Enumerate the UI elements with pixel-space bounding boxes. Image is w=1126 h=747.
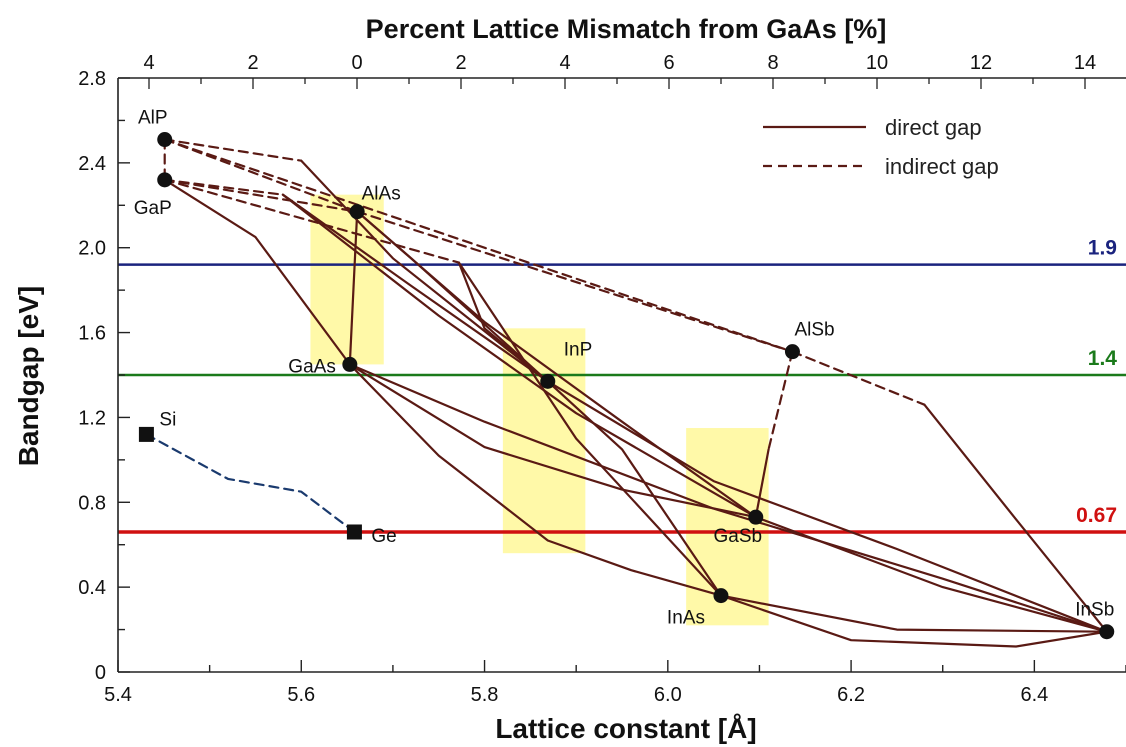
direct-gap-curve: [348, 210, 359, 366]
top-tick-label: 4: [559, 52, 570, 74]
top-tick-label: 0: [351, 52, 362, 74]
marker-ge: [346, 524, 362, 540]
top-tick-label: 14: [1074, 52, 1096, 74]
marker-alp: [157, 132, 173, 148]
label-alsb: AlSb: [794, 320, 834, 341]
y-axis-title: Bandgap [eV]: [13, 286, 44, 466]
axis-ticks: 5.4 5.6 5.8 6.0 6.2 6.4 0 0.4 0.8 1.2 1.6 2.0 2.4 2.8…: [78, 52, 1126, 706]
legend: direct gap indirect gap: [763, 115, 999, 179]
y-tick-label: 0.8: [78, 492, 106, 514]
label-si: Si: [159, 409, 176, 430]
x-axis-title: Lattice constant [Å]: [495, 713, 756, 744]
top-tick-label: 2: [455, 52, 466, 74]
highlight-band: [502, 328, 586, 554]
top-tick-label: 2: [247, 52, 258, 74]
x-tick-label: 5.6: [287, 684, 315, 706]
direct-gap-curve: [348, 363, 1108, 633]
x-tick-label: 6.2: [837, 684, 865, 706]
x-tick-label: 6.0: [654, 684, 682, 706]
top-axis-title: Percent Lattice Mismatch from GaAs [%]: [366, 14, 887, 44]
marker-gap: [157, 172, 173, 188]
indirect-gap-curve: [791, 350, 926, 406]
indirect-gap-curve: [163, 178, 460, 264]
x-tick-label: 6.4: [1020, 684, 1048, 706]
material-markers: AlP GaP AlAs GaAs InP AlSb GaSb InAs InSb Si Ge: [134, 108, 1115, 640]
y-tick-label: 2.8: [78, 68, 106, 90]
marker-inas: [713, 588, 729, 604]
alloy-curves: [145, 138, 1108, 648]
marker-gaas: [342, 356, 358, 372]
direct-gap-curve: [719, 594, 1108, 648]
indirect-gap-curve: [163, 138, 359, 213]
indirect-gap-curve: [356, 210, 794, 353]
direct-gap-curve: [281, 193, 757, 519]
reference-label-1.4: 1.4: [1088, 347, 1118, 370]
indirect-gap-curve: [163, 178, 359, 213]
direct-gap-curve: [754, 515, 1108, 633]
highlight-band: [310, 194, 384, 365]
top-tick-label: 4: [143, 52, 154, 74]
direct-gap-curve: [300, 159, 549, 383]
direct-gap-curve: [348, 363, 757, 519]
x-tick-label: 5.4: [104, 684, 132, 706]
marker-alsb: [784, 344, 800, 360]
label-inp: InP: [564, 339, 593, 360]
label-gap: GaP: [134, 198, 172, 219]
y-tick-label: 2.4: [78, 153, 106, 175]
legend-direct-label: direct gap: [885, 115, 982, 140]
direct-gap-curve: [348, 363, 723, 597]
y-tick-label: 1.6: [78, 323, 106, 345]
direct-gap-curve: [546, 380, 723, 597]
x-tick-label: 5.8: [471, 684, 499, 706]
top-tick-label: 10: [866, 52, 888, 74]
top-tick-label: 12: [970, 52, 992, 74]
indirect-gap-curve: [767, 350, 794, 451]
direct-gap-curve: [457, 261, 723, 597]
highlight-bands: [310, 194, 769, 626]
label-inas: InAs: [667, 608, 705, 629]
marker-alas: [349, 204, 365, 220]
reference-label-1.9: 1.9: [1088, 237, 1117, 260]
label-gasb: GaSb: [713, 526, 762, 547]
marker-gasb: [748, 509, 764, 525]
indirect-gap-curve: [145, 433, 356, 534]
label-gaas: GaAs: [288, 356, 336, 377]
y-tick-label: 0: [95, 662, 106, 684]
y-tick-label: 0.4: [78, 577, 106, 599]
y-tick-label: 1.2: [78, 407, 106, 429]
direct-gap-curve: [923, 403, 1108, 633]
top-tick-label: 8: [767, 52, 778, 74]
y-tick-label: 2.0: [78, 238, 106, 260]
label-alas: AlAs: [362, 184, 401, 205]
direct-gap-curve: [754, 448, 770, 519]
legend-indirect-label: indirect gap: [885, 154, 999, 179]
indirect-gap-curve: [163, 138, 794, 353]
marker-inp: [540, 373, 556, 389]
reference-label-0.67: 0.67: [1076, 504, 1117, 527]
direct-gap-curve: [719, 594, 1108, 633]
label-ge: Ge: [371, 526, 396, 547]
direct-gap-curve: [546, 380, 1108, 633]
marker-si: [138, 426, 154, 442]
indirect-gap-curve: [163, 138, 303, 162]
label-alp: AlP: [138, 108, 168, 129]
marker-insb: [1099, 624, 1115, 640]
direct-gap-curve: [356, 210, 757, 519]
top-tick-label: 6: [663, 52, 674, 74]
direct-gap-curve: [163, 178, 351, 366]
reference-lines: 1.9 1.4 0.67: [118, 237, 1126, 534]
label-insb: InSb: [1075, 600, 1114, 621]
